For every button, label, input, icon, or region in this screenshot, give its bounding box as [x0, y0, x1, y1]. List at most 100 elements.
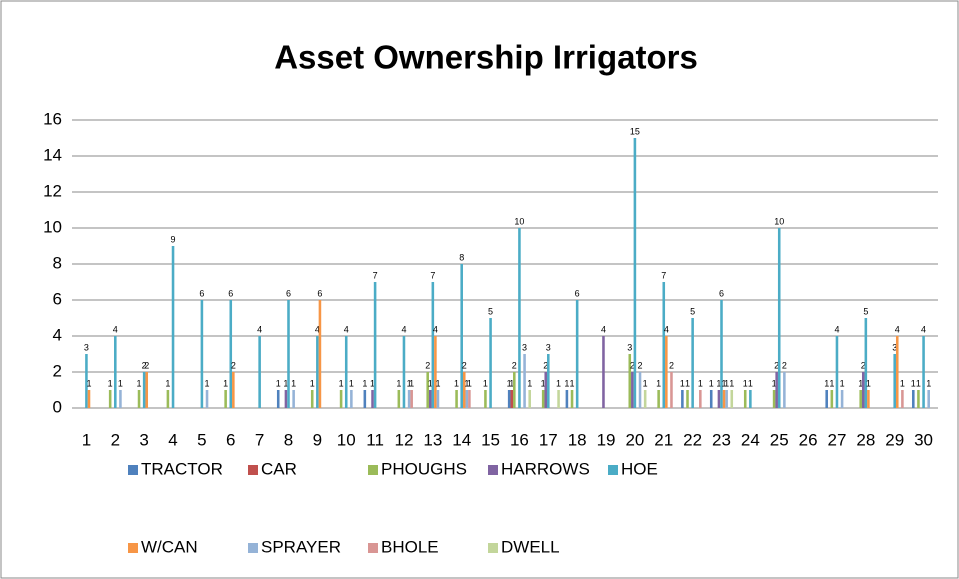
x-tick-label: 17 [539, 430, 558, 449]
bar [287, 300, 290, 408]
y-tick-label: 16 [43, 109, 62, 128]
bar [371, 390, 374, 408]
value-label: 5 [488, 306, 493, 316]
bar [510, 390, 514, 408]
value-label: 1 [824, 378, 829, 388]
bar [681, 390, 684, 408]
value-label: 1 [483, 378, 488, 388]
y-tick-label: 4 [53, 325, 62, 344]
bar [119, 390, 122, 408]
bar [633, 138, 637, 408]
legend-label: BHOLE [381, 537, 439, 556]
value-label: 6 [317, 288, 322, 298]
legend-label: W/CAN [141, 537, 198, 556]
bar [783, 372, 786, 408]
bar [749, 390, 752, 408]
value-label: 2 [774, 360, 779, 370]
bar [87, 390, 91, 408]
bar [85, 354, 88, 408]
bar [570, 390, 574, 408]
value-label: 4 [257, 324, 262, 334]
value-label: 4 [113, 324, 118, 334]
x-tick-label: 13 [423, 430, 442, 449]
legend-label: PHOUGHS [381, 459, 467, 478]
y-tick-label: 0 [53, 397, 62, 416]
bar [917, 390, 920, 408]
value-label: 1 [118, 378, 123, 388]
value-label: 1 [541, 378, 546, 388]
value-label: 2 [462, 360, 467, 370]
legend-label: HOE [621, 459, 658, 478]
value-label: 1 [748, 378, 753, 388]
value-label: 4 [401, 324, 406, 334]
bar [895, 336, 899, 408]
value-label: 4 [834, 324, 839, 334]
value-label: 1 [829, 378, 834, 388]
value-label: 4 [601, 324, 606, 334]
value-label: 7 [373, 270, 378, 280]
bar [229, 300, 233, 408]
value-label: 2 [512, 360, 517, 370]
value-label: 1 [724, 378, 729, 388]
bar [428, 390, 432, 408]
x-tick-label: 23 [712, 430, 731, 449]
value-label: 4 [921, 324, 926, 334]
value-label: 3 [892, 342, 897, 352]
value-label: 2 [142, 360, 147, 370]
bar [699, 390, 702, 408]
bar [484, 390, 487, 408]
value-label: 3 [546, 342, 551, 352]
bar [775, 372, 778, 408]
bar [363, 390, 367, 408]
bar [166, 390, 170, 408]
bar [523, 354, 526, 408]
value-label: 1 [108, 378, 113, 388]
value-label: 1 [772, 378, 777, 388]
value-label: 1 [709, 378, 714, 388]
x-tick-label: 15 [481, 430, 500, 449]
bar [460, 264, 463, 408]
bar [232, 372, 235, 408]
value-label: 6 [575, 288, 580, 298]
value-label: 15 [630, 126, 640, 136]
bar [339, 390, 343, 408]
legend-swatch [488, 465, 498, 475]
x-tick-label: 24 [741, 430, 760, 449]
legend-swatch [488, 543, 498, 553]
bar [691, 318, 694, 408]
bar [922, 336, 925, 408]
chart-title: Asset Ownership Irrigators [274, 39, 698, 76]
bar [205, 390, 209, 408]
bar [518, 228, 521, 408]
x-tick-label: 9 [313, 430, 322, 449]
x-tick-label: 4 [168, 430, 177, 449]
value-label: 5 [690, 306, 695, 316]
bar [310, 390, 314, 408]
bar [835, 336, 839, 408]
value-label: 1 [291, 378, 296, 388]
value-label: 1 [911, 378, 916, 388]
value-label: 7 [661, 270, 666, 280]
bar [557, 390, 560, 408]
value-label: 1 [137, 378, 142, 388]
value-label: 1 [349, 378, 354, 388]
value-label: 1 [310, 378, 315, 388]
value-label: 9 [171, 234, 176, 244]
value-label: 1 [564, 378, 569, 388]
bar [507, 390, 511, 408]
x-tick-label: 10 [337, 430, 356, 449]
bar [410, 390, 413, 408]
bar [284, 390, 288, 408]
value-label: 3 [627, 342, 632, 352]
value-label: 1 [926, 378, 931, 388]
bar [276, 390, 280, 408]
bar [142, 372, 146, 408]
value-label: 2 [638, 360, 643, 370]
bar [840, 390, 844, 408]
bar [292, 390, 295, 408]
value-label: 1 [223, 378, 228, 388]
value-label: 2 [543, 360, 548, 370]
value-label: 1 [858, 378, 863, 388]
